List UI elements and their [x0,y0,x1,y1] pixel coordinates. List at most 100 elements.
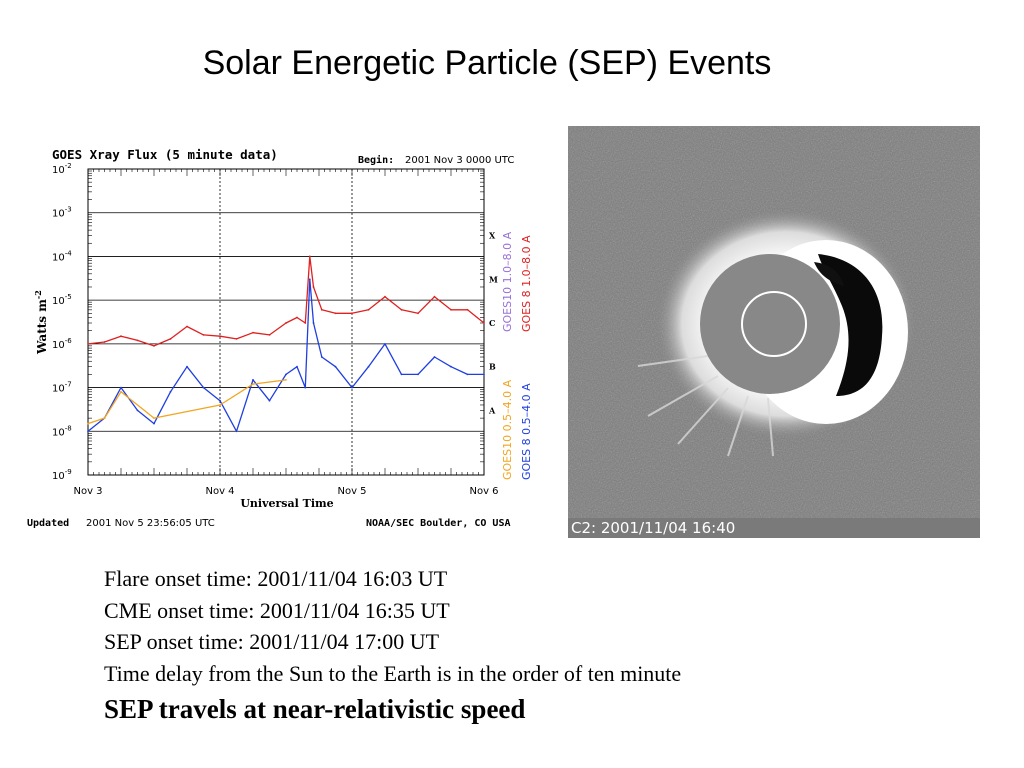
series-layer [87,255,485,433]
goes-xray-chart: GOES Xray Flux (5 minute data) Begin: 20… [20,142,560,542]
flare-class-labels: X M C B A [488,231,498,416]
coronagraph-caption: C2: 2001/11/04 16:40 [571,519,735,537]
begin-value: 2001 Nov 3 0000 UTC [405,155,514,166]
y-tick-label: 10-8 [52,424,72,438]
data-point [433,295,436,298]
data-point [87,422,89,425]
x-tick-label: Nov 3 [73,486,102,497]
data-point [334,365,337,368]
data-point [296,316,298,319]
data-point [285,322,287,324]
y-tick-label: 10-6 [52,337,72,351]
flare-class-label: M [489,274,498,284]
data-point [308,278,311,281]
data-point [296,365,298,368]
data-point [136,409,139,412]
data-point [103,417,106,419]
y-tick-label: 10-9 [52,468,72,482]
data-point [433,356,436,358]
data-point [367,365,370,368]
flare-class-label: A [488,405,496,415]
sep-onset-line: SEP onset time: 2001/11/04 17:00 UT [104,629,440,654]
legend-goes8-short: GOES 8 0.5–4.0 A [520,383,533,480]
data-point [417,312,419,315]
data-point [268,334,271,336]
data-point [351,312,353,315]
data-point [235,430,238,433]
data-point [268,399,271,402]
event-notes: Flare onset time: 2001/11/04 16:03 UT CM… [104,563,681,729]
flare-class-label: B [489,362,496,372]
updated-value: 2001 Nov 5 23:56:05 UTC [86,518,215,529]
series-line-goes-8-0-5-4-0-a [87,278,484,432]
data-point [87,430,89,433]
cme-dark-notch [814,262,844,286]
data-point [483,373,485,376]
svg-text:Watts m-2: Watts m-2 [33,290,49,355]
occulter-disk [700,254,840,394]
data-point [235,338,238,340]
lasco-c2-image: C2: 2001/11/04 16:40 [568,126,980,538]
data-point [320,356,323,358]
legend-goes8-long: GOES 8 1.0–8.0 A [520,235,533,332]
legend-goes10-short: GOES10 0.5–4.0 A [501,379,514,480]
data-point [351,386,353,389]
chart-header: GOES Xray Flux (5 minute data) [52,147,278,162]
data-point [103,341,106,343]
y-axis-label: Watts m-2 [33,290,49,355]
updated-label: Updated [27,518,69,529]
conclusion-line: SEP travels at near-relativistic speed [104,694,526,724]
data-point [186,325,188,328]
data-point [153,417,155,419]
data-point [153,345,155,347]
data-point [320,308,323,311]
data-point [252,383,254,385]
data-point [120,386,122,389]
x-tick-label: Nov 6 [469,486,498,497]
time-delay-line: Time delay from the Sun to the Earth is … [104,660,682,686]
data-point [417,373,419,376]
x-tick-label: Nov 4 [205,486,234,497]
data-point [169,338,172,340]
data-point [202,386,205,389]
credit-text: NOAA/SEC Boulder, CO USA [366,518,511,529]
y-tick-label: 10-4 [52,249,72,263]
data-point [285,379,287,381]
data-point [483,322,485,324]
x-axis-label: Universal Time [240,497,333,510]
data-point [308,255,311,258]
data-point [120,335,122,338]
cme-streaks [637,355,774,457]
data-point [400,308,403,311]
y-axis-label-exp: -2 [33,290,43,299]
flare-class-label: X [489,231,496,241]
data-point [219,335,221,338]
data-point [312,322,315,324]
data-point [450,365,452,368]
data-point [400,373,403,376]
data-point [466,373,469,376]
data-point [153,422,155,425]
data-point [169,390,172,393]
y-axis-label-text: Watts m [35,299,49,355]
data-point [384,343,386,345]
data-point [334,312,337,315]
data-point [186,365,188,368]
data-point [120,390,122,393]
data-point [304,322,307,324]
flare-onset-line: Flare onset time: 2001/11/04 16:03 UT [104,566,448,591]
data-point [312,286,315,288]
data-point [252,379,254,381]
x-tick-label: Nov 5 [337,486,366,497]
data-point [367,308,370,311]
data-point [219,399,221,402]
cme-onset-line: CME onset time: 2001/11/04 16:35 UT [104,597,450,623]
data-point [202,334,205,336]
flare-class-label: C [489,318,495,328]
data-point [466,308,469,311]
data-point [450,308,452,311]
data-point [304,386,307,389]
series-line-goes-8-1-0-8-0-a [87,255,485,347]
data-point [285,373,287,376]
data-point [87,343,89,345]
